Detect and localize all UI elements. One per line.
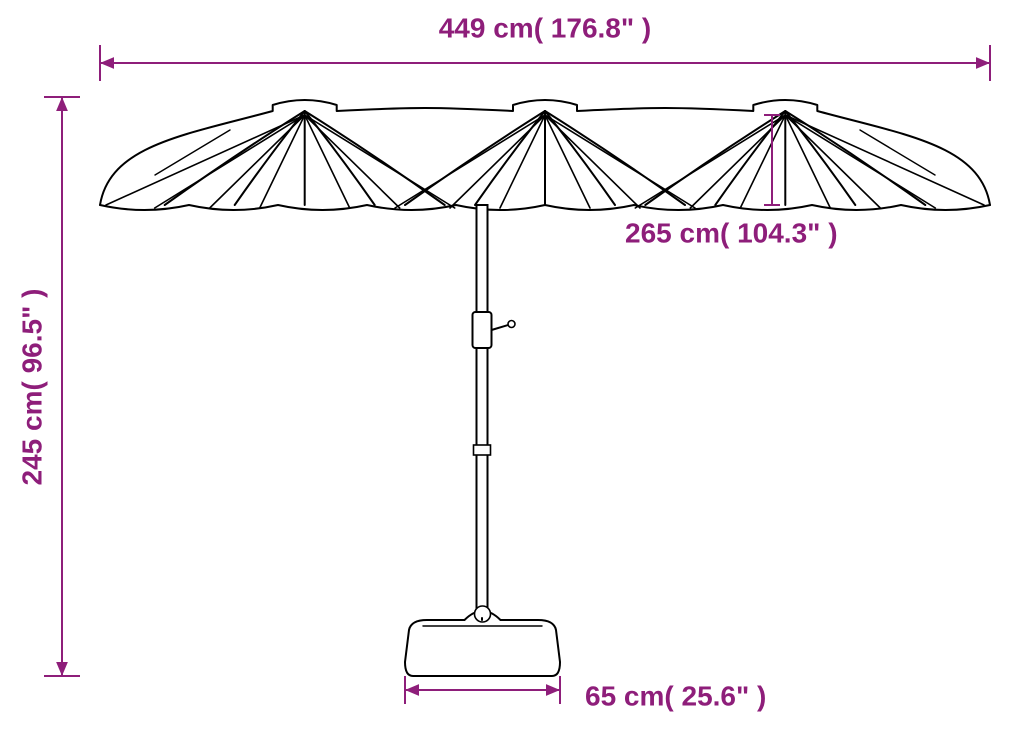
width-label: 449 cm( 176.8" ) (439, 12, 652, 43)
base-width-label: 65 cm( 25.6" ) (585, 680, 766, 711)
height-label: 245 cm( 96.5" ) (16, 289, 47, 486)
dimension-diagram: 449 cm( 176.8" ) 245 cm( 96.5" ) 65 cm( 25… (0, 0, 1020, 734)
product-illustration (100, 100, 990, 676)
depth-label: 265 cm( 104.3" ) (625, 217, 838, 248)
